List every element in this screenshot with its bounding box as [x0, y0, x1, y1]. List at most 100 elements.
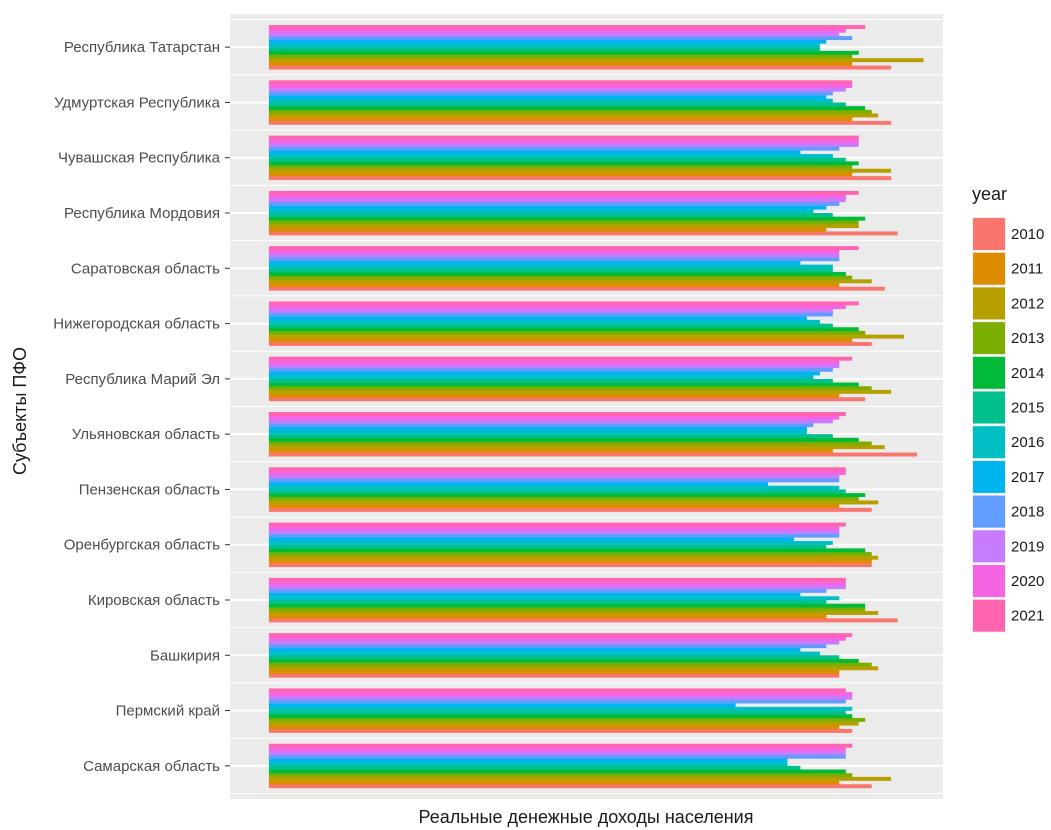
bar — [268, 504, 840, 509]
legend-key — [973, 530, 1005, 563]
bar — [268, 286, 885, 291]
bar — [268, 614, 827, 619]
bar — [268, 522, 846, 527]
bar — [268, 312, 833, 317]
legend-key — [973, 599, 1005, 632]
legend: 2010 2011 2012 2013 2014 2015 2016 2017 2018 2019… — [972, 217, 1044, 633]
bar — [268, 434, 833, 439]
bar — [268, 706, 853, 711]
legend-label: 2019 — [1011, 538, 1044, 555]
bar — [268, 507, 872, 512]
y-tick-label: Удмуртская Республика — [54, 94, 221, 111]
bar — [268, 39, 827, 44]
bar — [268, 666, 879, 671]
bar — [268, 415, 840, 420]
bar — [268, 695, 853, 700]
bar — [268, 279, 872, 284]
legend-key — [973, 356, 1005, 389]
bar — [268, 437, 859, 442]
bar — [268, 301, 859, 306]
legend-key — [973, 426, 1005, 459]
legend-key — [973, 252, 1005, 285]
bar — [268, 470, 846, 475]
bar — [268, 32, 840, 37]
bar — [268, 327, 859, 332]
bar — [268, 452, 918, 457]
bar — [268, 467, 846, 472]
bar — [268, 754, 846, 759]
bar — [268, 319, 820, 324]
bar — [268, 264, 833, 269]
bar — [268, 699, 846, 704]
bar — [268, 231, 898, 236]
legend-key — [973, 460, 1005, 493]
bar — [268, 54, 853, 59]
bar — [268, 717, 866, 722]
bar — [268, 529, 840, 534]
bar — [268, 721, 859, 726]
legend-label: 2013 — [1011, 330, 1044, 347]
bar — [268, 113, 879, 118]
bar — [268, 485, 840, 490]
legend-title: year — [972, 184, 1007, 204]
bar — [268, 106, 866, 111]
bar — [268, 117, 853, 122]
bar — [268, 397, 866, 402]
bar — [268, 43, 820, 48]
bar — [268, 445, 885, 450]
y-tick-label: Чувашская Республика — [58, 150, 221, 167]
legend-label: 2015 — [1011, 400, 1044, 417]
bar — [268, 758, 788, 763]
bar — [268, 655, 840, 660]
bar — [268, 305, 846, 310]
bar — [268, 84, 853, 88]
bar — [268, 541, 833, 545]
y-tick-label: Пензенская область — [79, 481, 220, 498]
bar — [268, 268, 833, 273]
bar — [268, 80, 853, 85]
bar — [268, 419, 833, 424]
bar — [268, 784, 872, 789]
bar — [268, 743, 853, 748]
bar — [268, 367, 833, 372]
bar — [268, 120, 892, 125]
bar — [268, 205, 827, 210]
y-tick-label: Республика Марий Эл — [65, 371, 220, 388]
bar — [268, 249, 840, 254]
legend-key — [973, 565, 1005, 597]
bar — [268, 157, 846, 162]
bar — [268, 382, 859, 387]
bar — [268, 441, 872, 446]
bar — [268, 762, 788, 767]
legend-label: 2021 — [1011, 608, 1044, 625]
bar — [268, 58, 924, 63]
bar — [268, 213, 833, 217]
bar — [268, 227, 827, 232]
bar — [268, 209, 814, 214]
bar — [268, 633, 853, 638]
bar — [268, 47, 820, 52]
bar — [268, 36, 853, 41]
bar — [268, 275, 853, 280]
bar — [268, 257, 840, 262]
bar — [268, 50, 859, 55]
bar — [268, 224, 859, 229]
bars — [268, 25, 924, 789]
legend-key — [973, 391, 1005, 424]
bar — [268, 168, 892, 173]
bar — [268, 599, 827, 604]
bar — [268, 393, 840, 398]
bar — [268, 389, 892, 394]
y-tick-label: Башкирия — [150, 647, 220, 664]
y-tick-label: Республика Татарстан — [64, 39, 220, 56]
bar — [268, 673, 840, 678]
legend-key — [973, 287, 1005, 320]
y-tick-label: Саратовская область — [71, 260, 220, 277]
bar — [268, 371, 820, 376]
bar — [268, 165, 853, 170]
bar — [268, 776, 892, 781]
bar — [268, 747, 846, 752]
bar — [268, 496, 859, 501]
y-axis: Республика Татарстан Удмуртская Республик… — [53, 39, 230, 775]
